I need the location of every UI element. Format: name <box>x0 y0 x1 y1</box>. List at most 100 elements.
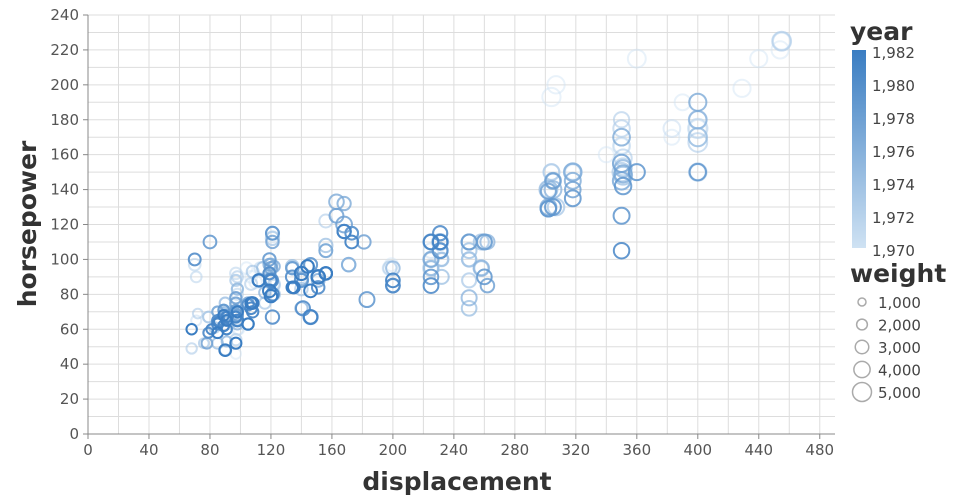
data-point <box>563 189 582 208</box>
year-legend-label: 1,978 <box>872 110 915 128</box>
data-point <box>230 282 244 296</box>
data-point <box>627 163 646 182</box>
weight-legend-symbol <box>857 297 867 307</box>
data-point <box>662 119 682 138</box>
data-point <box>187 252 202 267</box>
x-tick-label: 280 <box>501 441 530 459</box>
year-legend-title: year <box>850 17 913 46</box>
x-tick-label: 360 <box>622 441 651 459</box>
data-point <box>422 260 440 277</box>
weight-legend: weight 1,000 2,000 3,000 4,000 5,000 <box>850 259 946 403</box>
data-point <box>189 270 203 284</box>
data-point <box>479 277 496 294</box>
data-point <box>318 243 334 259</box>
year-color-ramp <box>852 50 866 248</box>
data-point <box>771 30 793 52</box>
data-point <box>294 272 309 288</box>
data-point <box>284 269 300 285</box>
year-legend-label: 1,982 <box>872 44 915 62</box>
data-point <box>460 233 478 251</box>
data-point <box>732 78 752 98</box>
data-point <box>251 273 266 288</box>
data-point <box>460 299 478 317</box>
data-point <box>613 164 633 184</box>
x-tick-label: 440 <box>744 441 773 459</box>
data-point <box>613 176 633 196</box>
x-tick-label: 40 <box>139 441 158 459</box>
data-point <box>546 75 566 95</box>
data-point <box>612 111 631 129</box>
data-point <box>612 206 631 225</box>
data-point <box>688 162 707 182</box>
y-tick-label: 60 <box>60 320 79 338</box>
data-point <box>688 92 708 112</box>
year-legend-label: 1,980 <box>872 77 915 95</box>
data-point <box>626 48 647 69</box>
data-point <box>300 259 315 274</box>
data-point <box>431 233 449 251</box>
data-point <box>340 256 357 273</box>
data-point <box>318 266 334 281</box>
y-tick-label: 40 <box>60 355 79 373</box>
data-point <box>218 343 233 358</box>
data-point <box>187 257 202 272</box>
data-point <box>230 305 244 319</box>
data-point <box>191 307 204 320</box>
grid <box>87 14 835 435</box>
y-tick-label: 180 <box>50 111 79 129</box>
data-point <box>265 287 280 302</box>
data-point <box>422 250 440 269</box>
data-point <box>563 162 583 182</box>
year-legend-label: 1,970 <box>872 242 915 260</box>
data-point <box>318 237 334 254</box>
y-tick-label: 220 <box>50 41 79 59</box>
data-point <box>185 323 198 336</box>
weight-legend-symbol <box>854 339 870 355</box>
data-point <box>264 225 280 241</box>
data-point <box>294 281 309 297</box>
weight-legend-label: 5,000 <box>878 384 921 402</box>
data-point <box>385 272 401 289</box>
x-tick-label: 200 <box>379 441 408 459</box>
data-point <box>310 269 326 285</box>
y-tick-label: 20 <box>60 390 79 408</box>
data-point <box>422 233 440 251</box>
data-point <box>563 171 582 190</box>
x-tick-label: 400 <box>683 441 712 459</box>
data-point <box>335 215 353 234</box>
data-point <box>220 335 233 348</box>
data-point <box>460 242 478 260</box>
data-point <box>431 242 449 260</box>
data-point <box>263 288 279 304</box>
data-point <box>422 277 440 294</box>
y-tick-label: 0 <box>69 425 79 443</box>
data-point <box>310 280 326 295</box>
data-point <box>673 93 692 112</box>
data-point <box>770 40 790 60</box>
weight-legend-symbol <box>855 318 869 331</box>
data-point <box>336 195 352 212</box>
data-point <box>185 342 198 355</box>
data-point <box>229 291 243 305</box>
data-points <box>185 30 793 360</box>
weight-legend-label: 2,000 <box>878 317 921 335</box>
data-point <box>461 272 478 289</box>
y-tick-label: 200 <box>50 76 79 94</box>
x-tick-label: 120 <box>257 441 286 459</box>
data-point <box>612 119 631 138</box>
weight-legend-symbol <box>851 381 873 403</box>
data-point <box>229 273 243 287</box>
x-tick-label: 0 <box>83 441 93 459</box>
data-point <box>476 268 493 286</box>
data-point <box>612 241 631 260</box>
data-point <box>611 153 632 174</box>
y-tick-label: 120 <box>50 216 79 234</box>
weight-legend-label: 3,000 <box>878 339 921 357</box>
data-point <box>460 251 478 268</box>
weight-legend-symbol <box>853 360 871 379</box>
weight-legend-label: 1,000 <box>878 294 921 312</box>
data-point <box>663 128 681 146</box>
y-tick-label: 140 <box>50 181 79 199</box>
weight-legend-items: 1,000 2,000 3,000 4,000 5,000 <box>851 294 921 403</box>
